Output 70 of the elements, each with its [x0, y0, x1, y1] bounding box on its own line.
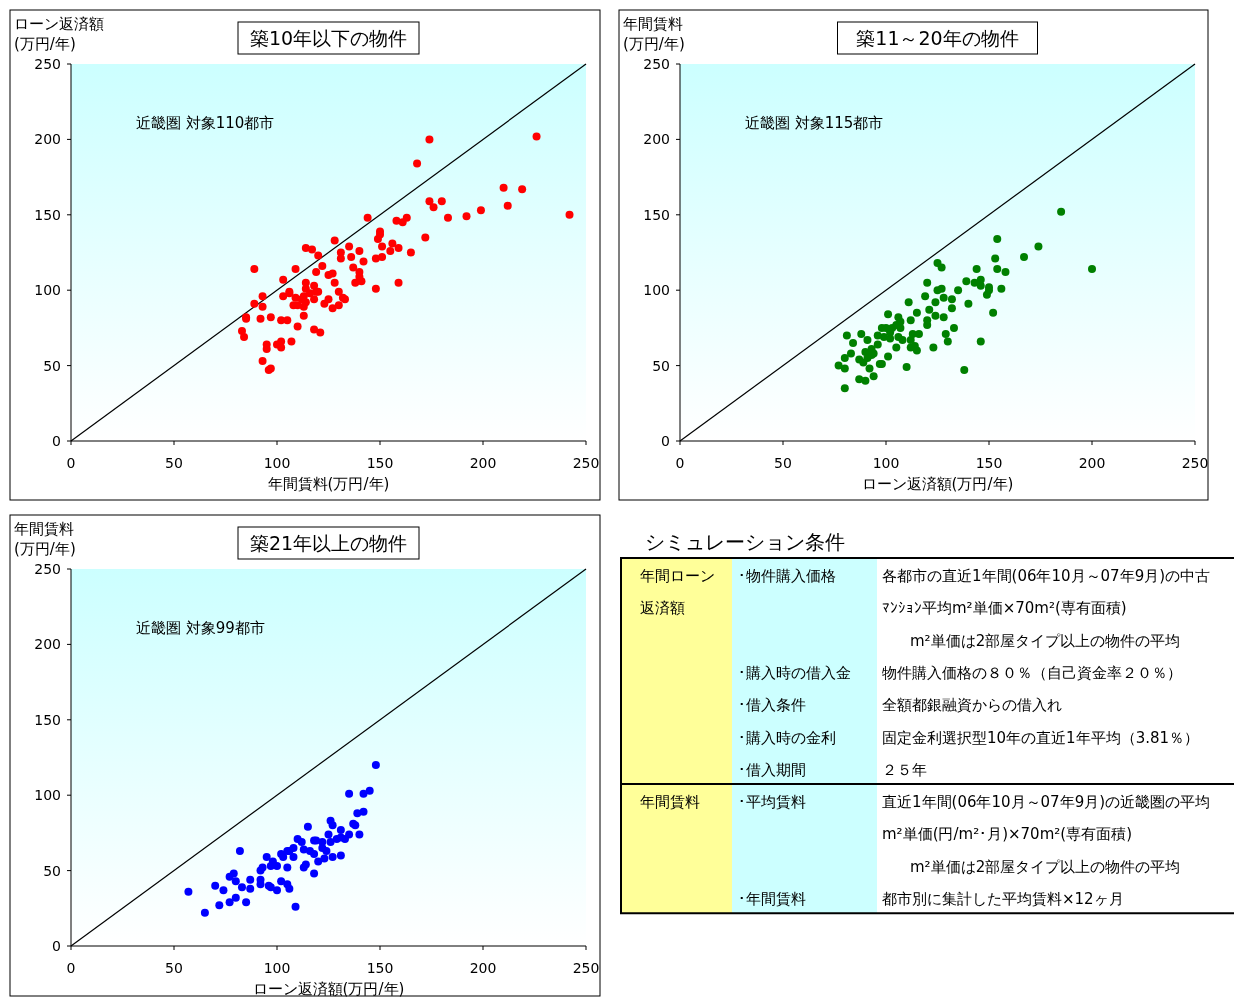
text: シミュレーション条件	[645, 530, 845, 554]
chart-title: 築10年以下の物件	[249, 27, 408, 49]
chart-title: 築11～20年の物件	[856, 27, 1019, 49]
text: ･借入期間	[738, 760, 806, 779]
y-tick-label: 150	[34, 711, 61, 728]
y-tick-label: 200	[34, 636, 61, 653]
text: 物件購入価格の８０％（自己資金率２０％）	[882, 663, 1182, 682]
x-axis-title: ローン返済額(万円/年)	[252, 980, 405, 998]
y-tick-label: 0	[52, 938, 61, 954]
y-tick-label: 200	[34, 131, 61, 148]
x-tick-label: 150	[366, 960, 394, 976]
y-tick-label: 250	[34, 56, 61, 72]
y-axis-title: 年間賃料 (万円/年)	[623, 15, 685, 53]
text: m²単価(円/m²･月)×70m²(専有面積)	[882, 825, 1132, 844]
text: ･借入条件	[738, 696, 806, 715]
x-tick-label: 200	[1078, 455, 1106, 471]
text: 年間賃料	[640, 793, 700, 812]
text: 各都市の直近1年間(06年10月～07年9月)の中古	[882, 567, 1211, 585]
text: m²単価は2部屋タイプ以上の物件の平均	[910, 857, 1181, 876]
text: 直近1年間(06年10月～07年9月)の近畿圏の平均	[882, 793, 1211, 812]
y-tick-label: 100	[643, 282, 670, 299]
y-tick-label: 250	[643, 56, 670, 72]
x-tick-label: 150	[366, 455, 394, 471]
y-tick-label: 50	[652, 357, 670, 374]
x-tick-label: 100	[263, 455, 291, 471]
y-axis-title: 年間賃料 (万円/年)	[14, 520, 76, 558]
text: ２５年	[882, 760, 927, 779]
x-tick-label: 100	[872, 455, 900, 471]
text: ･購入時の借入金	[738, 663, 851, 682]
y-tick-label: 50	[43, 862, 61, 879]
annotation: 近畿圏 対象110都市	[136, 114, 275, 132]
text: ･平均賃料	[738, 793, 806, 812]
chart-title: 築21年以上の物件	[249, 532, 408, 554]
x-axis-title: ローン返済額(万円/年)	[861, 475, 1014, 493]
x-axis-title: 年間賃料(万円/年)	[267, 475, 390, 493]
y-tick-label: 0	[661, 433, 670, 449]
x-tick-label: 200	[469, 455, 497, 471]
y-tick-label: 150	[643, 206, 670, 223]
text: 都市別に集計した平均賃料×12ヶ月	[882, 890, 1124, 908]
y-tick-label: 50	[43, 357, 61, 374]
y-tick-label: 100	[34, 787, 61, 804]
x-tick-label: 250	[1181, 455, 1209, 471]
text: 固定金利選択型10年の直近1年平均（3.81％）	[882, 728, 1200, 747]
x-tick-label: 50	[165, 960, 183, 976]
y-axis-title: ローン返済額 (万円/年)	[14, 15, 104, 53]
x-tick-label: 0	[66, 960, 76, 976]
text: m²単価は2部屋タイプ以上の物件の平均	[910, 631, 1181, 650]
y-tick-label: 150	[34, 206, 61, 223]
annotation: 近畿圏 対象99都市	[136, 619, 265, 637]
x-tick-label: 0	[66, 455, 76, 471]
x-tick-label: 250	[572, 455, 600, 471]
text: 全額都銀融資からの借入れ	[882, 696, 1062, 715]
annotation: 近畿圏 対象115都市	[745, 114, 884, 132]
text: 年間ローン	[640, 567, 715, 585]
y-tick-label: 200	[643, 131, 670, 148]
y-tick-label: 0	[52, 433, 61, 449]
text: ･年間賃料	[738, 890, 806, 908]
x-tick-label: 0	[675, 455, 685, 471]
x-tick-label: 200	[469, 960, 497, 976]
text: 返済額	[640, 599, 685, 618]
x-tick-label: 50	[774, 455, 792, 471]
x-tick-label: 100	[263, 960, 291, 976]
x-tick-label: 150	[975, 455, 1003, 471]
text: ﾏﾝｼｮﾝ平均m²単価×70m²(専有面積)	[882, 599, 1127, 618]
text: ･物件購入価格	[738, 567, 836, 585]
x-tick-label: 250	[572, 960, 600, 976]
text: ･購入時の金利	[738, 728, 836, 747]
x-tick-label: 50	[165, 455, 183, 471]
y-tick-label: 100	[34, 282, 61, 299]
y-tick-label: 250	[34, 561, 61, 577]
